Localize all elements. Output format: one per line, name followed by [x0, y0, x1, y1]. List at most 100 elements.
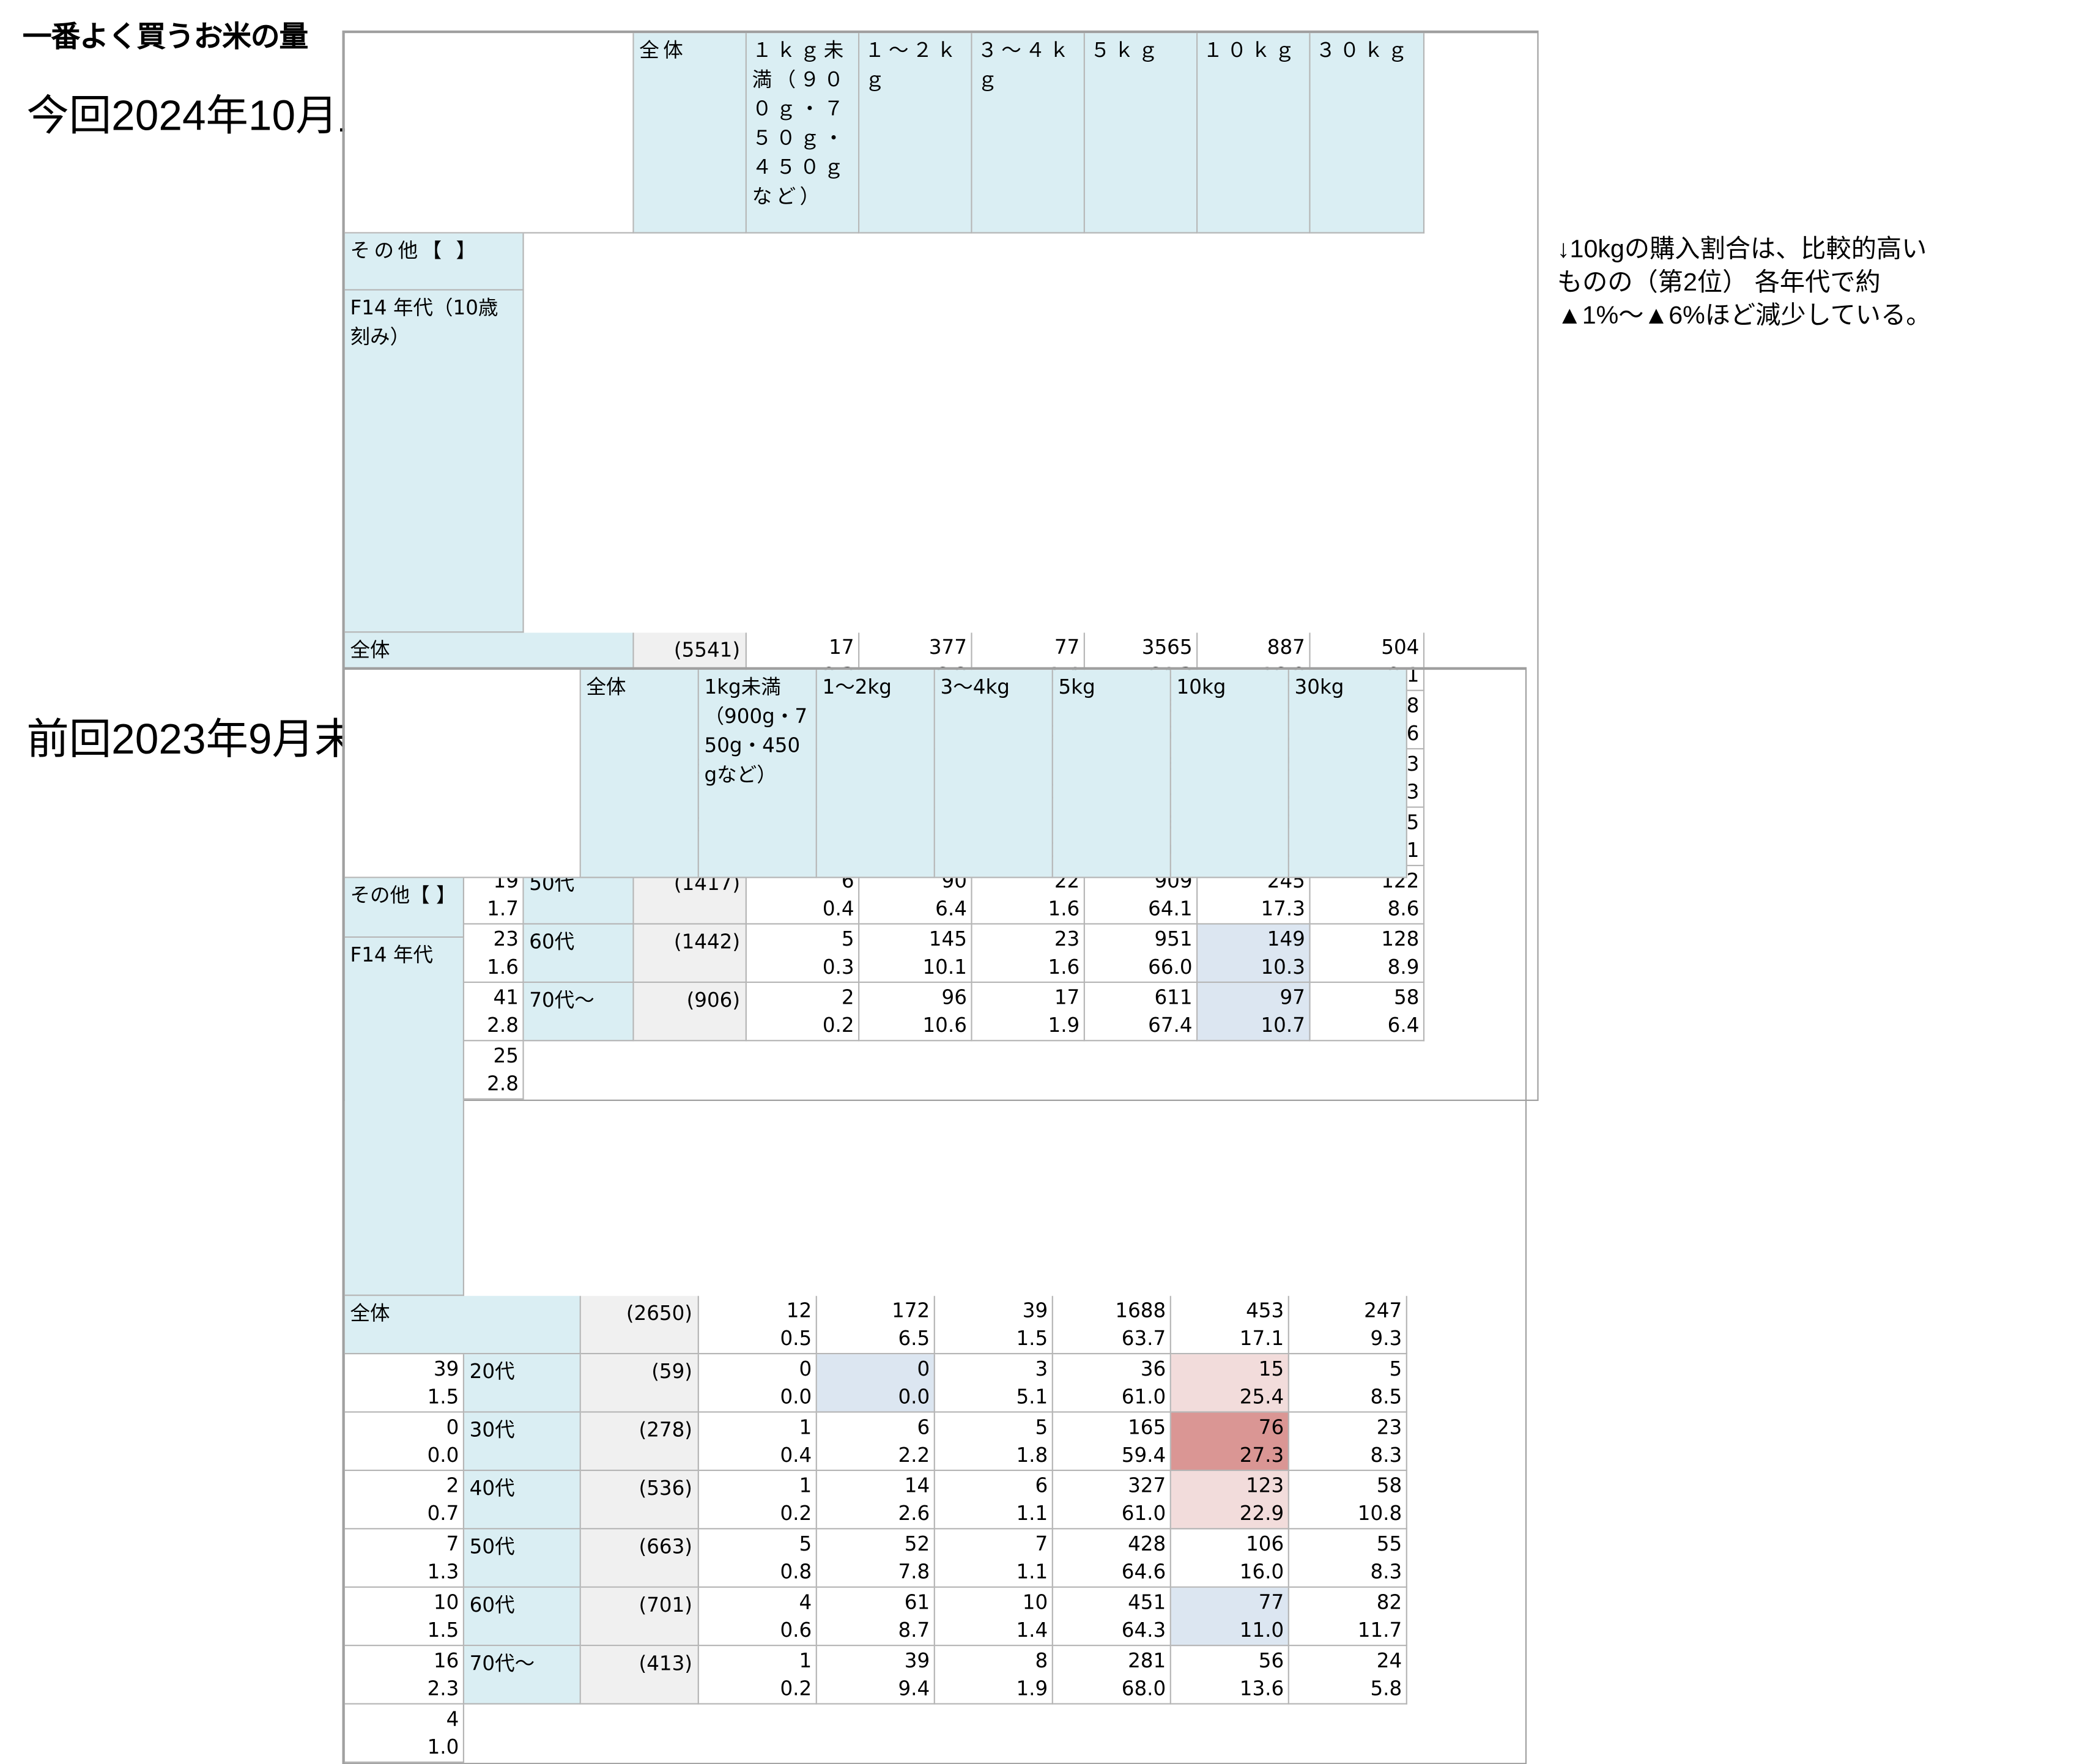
percent-value: 2.3	[427, 1677, 459, 1701]
data-cell: 1 0.2	[698, 1470, 817, 1530]
percent-value: 0.0	[427, 1443, 459, 1467]
count-value: 451	[1128, 1590, 1166, 1615]
percent-value: 68.0	[1121, 1677, 1166, 1701]
data-cell: 281 68.0	[1053, 1646, 1171, 1705]
percent-value: 0.7	[427, 1501, 459, 1525]
age-group-label: F14 年代（10歳刻み）	[344, 290, 524, 633]
percent-value: 5.8	[1370, 1677, 1402, 1701]
age-row-label: 70代～	[524, 982, 634, 1042]
count-value: 165	[1128, 1415, 1166, 1439]
count-value: 23	[493, 927, 519, 951]
percent-value: 61.0	[1121, 1501, 1166, 1525]
count-value: 2	[841, 985, 854, 1010]
page-title: 一番よく買うお米の量	[22, 20, 308, 53]
total-cell: 39 1.5	[935, 1295, 1053, 1355]
count-value: 96	[941, 985, 967, 1010]
data-cell: 951 66.0	[1084, 924, 1198, 983]
count-value: 281	[1128, 1648, 1166, 1673]
percent-value: 64.6	[1121, 1560, 1166, 1584]
age-row-label: 20代	[464, 1354, 581, 1413]
percent-value: 2.8	[487, 1013, 519, 1037]
total-cell: 1688 63.7	[1053, 1295, 1171, 1355]
count-value: 10	[1022, 1590, 1048, 1615]
count-value: 0	[799, 1357, 812, 1381]
row-sample-size: (278)	[580, 1412, 699, 1471]
data-cell: 39 9.4	[817, 1646, 935, 1705]
count-value: 377	[928, 635, 967, 659]
data-cell: 165 59.4	[1053, 1412, 1171, 1471]
data-cell: 97 10.7	[1198, 982, 1311, 1042]
data-cell: 4 1.0	[344, 1704, 465, 1763]
data-cell: 128 8.9	[1310, 924, 1425, 983]
data-cell: 428 64.6	[1053, 1529, 1171, 1588]
count-value: 16	[433, 1648, 459, 1673]
percent-value: 8.3	[1370, 1560, 1402, 1584]
row-sample-size: (663)	[580, 1529, 699, 1588]
age-row-label: 60代	[524, 924, 634, 983]
count-value: 106	[1246, 1532, 1284, 1556]
percent-value: 11.7	[1357, 1618, 1402, 1642]
column-header: １０ｋｇ	[1198, 33, 1311, 234]
count-value: 77	[1054, 635, 1080, 659]
data-cell: 327 61.0	[1053, 1470, 1171, 1530]
percent-value: 6.4	[1387, 1013, 1420, 1037]
data-cell: 106 16.0	[1171, 1529, 1289, 1588]
total-cell: 39 1.5	[344, 1354, 465, 1413]
count-value: 1	[799, 1415, 812, 1439]
column-header: ５ｋｇ	[1084, 33, 1198, 234]
count-value: 58	[1393, 985, 1420, 1010]
percent-value: 63.7	[1121, 1326, 1166, 1351]
age-row-label: 40代	[464, 1470, 581, 1530]
count-value: 8	[1035, 1648, 1048, 1673]
count-value: 12	[786, 1299, 812, 1323]
percent-value: 8.3	[1370, 1443, 1402, 1467]
data-cell: 61 8.7	[817, 1587, 935, 1647]
percent-value: 17.1	[1239, 1326, 1284, 1351]
count-value: 61	[904, 1590, 930, 1615]
percent-value: 16.0	[1239, 1560, 1284, 1584]
count-value: 76	[1258, 1415, 1284, 1439]
column-header: １～２ｋ ｇ	[859, 33, 972, 234]
data-cell: 2 0.2	[746, 982, 860, 1042]
count-value: 56	[1258, 1648, 1284, 1673]
data-cell: 5 8.5	[1289, 1354, 1407, 1413]
percent-value: 64.1	[1148, 896, 1193, 921]
data-cell: 10 1.4	[935, 1587, 1053, 1647]
data-cell: 55 8.3	[1289, 1529, 1407, 1588]
column-header: 3～4kg	[935, 670, 1053, 878]
percent-value: 2.6	[898, 1501, 930, 1525]
percent-value: 1.0	[427, 1735, 459, 1759]
data-cell: 15 25.4	[1171, 1354, 1289, 1413]
count-value: 327	[1128, 1473, 1166, 1498]
total-cell: 453 17.1	[1171, 1295, 1289, 1355]
percent-value: 10.7	[1261, 1013, 1305, 1037]
count-value: 453	[1246, 1299, 1284, 1323]
data-cell: 1 0.2	[698, 1646, 817, 1705]
count-value: 17	[1054, 985, 1080, 1010]
percent-value: 10.6	[922, 1013, 967, 1037]
data-cell: 149 10.3	[1198, 924, 1311, 983]
data-cell: 611 67.4	[1084, 982, 1198, 1042]
count-value: 39	[1022, 1299, 1048, 1323]
percent-value: 2.8	[487, 1072, 519, 1096]
percent-value: 13.6	[1239, 1677, 1284, 1701]
total-cell: 12 0.5	[698, 1295, 817, 1355]
total-cell: 172 6.5	[817, 1295, 935, 1355]
corner-cell	[344, 33, 634, 234]
data-cell: 7 1.3	[344, 1529, 465, 1588]
data-cell: 8 1.9	[935, 1646, 1053, 1705]
count-value: 247	[1364, 1299, 1402, 1323]
data-cell: 23 1.6	[344, 924, 524, 983]
percent-value: 1.6	[487, 955, 519, 979]
data-cell: 56 13.6	[1171, 1646, 1289, 1705]
percent-value: 6.4	[935, 896, 967, 921]
age-row-label: 70代～	[464, 1646, 581, 1705]
data-cell: 451 64.3	[1053, 1587, 1171, 1647]
count-value: 82	[1376, 1590, 1402, 1615]
percent-value: 8.6	[1387, 896, 1420, 921]
count-value: 1688	[1115, 1299, 1166, 1323]
count-value: 951	[1154, 927, 1193, 951]
